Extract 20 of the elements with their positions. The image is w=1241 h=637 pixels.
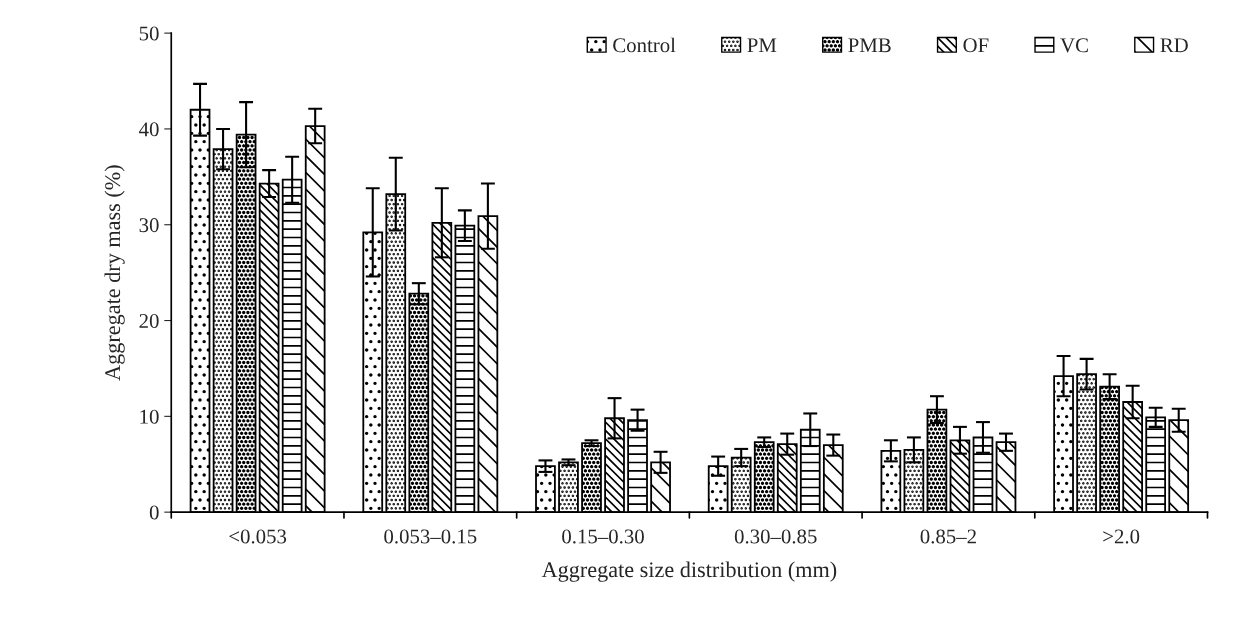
x-tick-label: >2.0 <box>1103 529 1140 544</box>
legend-label: VC <box>1060 38 1088 53</box>
y-tick-label: 20 <box>139 313 159 328</box>
x-tick-label: 0.15–0.30 <box>562 529 644 544</box>
legend-label: PM <box>747 38 777 53</box>
x-axis-title: Aggregate size distribution (mm) <box>541 561 837 582</box>
y-tick-label: 50 <box>139 26 159 41</box>
legend-label: OF <box>963 38 989 53</box>
legend-label: RD <box>1160 38 1188 53</box>
y-tick-label: 40 <box>139 122 159 137</box>
x-tick-label: 0.30–0.85 <box>734 529 817 544</box>
y-axis-title: Aggregate dry mass (%) <box>104 165 125 381</box>
x-tick-label: <0.053 <box>229 529 287 544</box>
y-tick-label: 30 <box>139 218 159 233</box>
x-tick-label: 0.85–2 <box>920 529 976 544</box>
x-tick-label: 0.053–0.15 <box>384 529 477 544</box>
legend-label: PMB <box>848 38 891 53</box>
legend-label: Control <box>613 37 676 53</box>
y-tick-label: 10 <box>140 409 159 424</box>
y-tick-label: 0 <box>149 505 159 520</box>
